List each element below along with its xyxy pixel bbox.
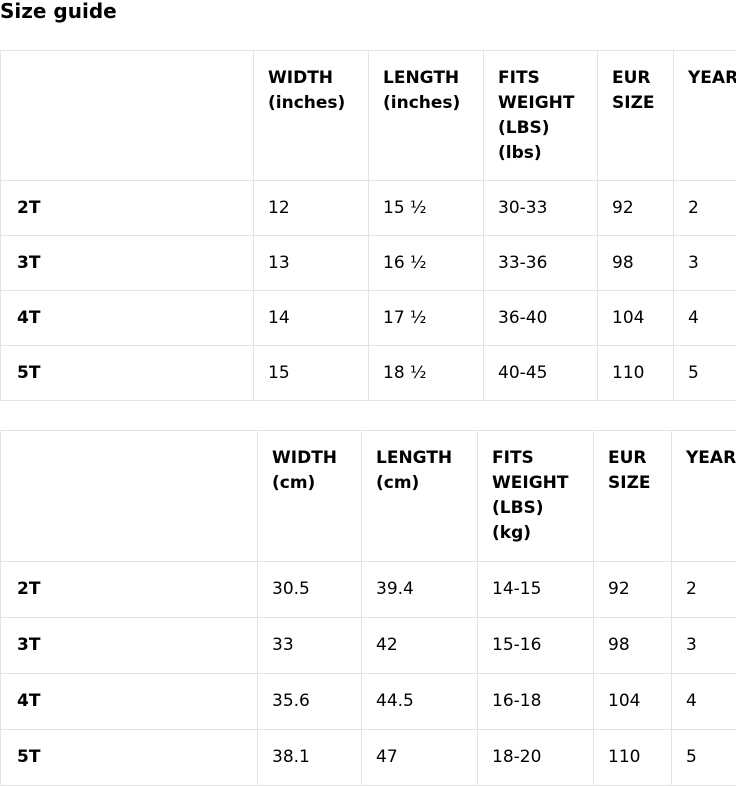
- table-cell: 5: [671, 729, 736, 786]
- table-cell: 4: [671, 673, 736, 730]
- table-cell: 17 ½: [368, 290, 484, 346]
- table-cell: 98: [597, 235, 674, 291]
- size-label-cell: 3T: [0, 235, 254, 291]
- column-header: LENGTH (cm): [361, 430, 478, 562]
- table-cell: 30-33: [483, 180, 598, 236]
- table-row: 5T 15 18 ½ 40-45 110 5: [0, 345, 736, 401]
- table-cell: 92: [593, 561, 672, 618]
- table-cell: 5: [673, 345, 736, 401]
- size-table-inches: WIDTH (inches) LENGTH (inches) FITS WEIGHT…: [0, 50, 736, 401]
- size-label-cell: 5T: [0, 345, 254, 401]
- table-cell: 33: [257, 617, 362, 674]
- table-cell: 18 ½: [368, 345, 484, 401]
- column-header: YEAR: [673, 50, 736, 181]
- table-cell: 14-15: [477, 561, 594, 618]
- size-table-cm: WIDTH (cm) LENGTH (cm) FITS WEIGHT (LBS) (…: [0, 430, 736, 786]
- column-header: EUR SIZE: [593, 430, 672, 562]
- size-label-cell: 5T: [0, 729, 258, 786]
- table-cell: 2: [673, 180, 736, 236]
- table-cell: 3: [673, 235, 736, 291]
- size-label-cell: 4T: [0, 673, 258, 730]
- table-cell: 16 ½: [368, 235, 484, 291]
- table-cell: 35.6: [257, 673, 362, 730]
- table-cell: 4: [673, 290, 736, 346]
- size-label-cell: 4T: [0, 290, 254, 346]
- column-header: FITS WEIGHT (LBS) (lbs): [483, 50, 598, 181]
- column-header: YEAR: [671, 430, 736, 562]
- table-cell: 36-40: [483, 290, 598, 346]
- table-cell: 14: [253, 290, 369, 346]
- table-row: 4T 35.6 44.5 16-18 104 4: [0, 673, 736, 730]
- column-header: [0, 50, 254, 181]
- column-header: WIDTH (cm): [257, 430, 362, 562]
- table-cell: 18-20: [477, 729, 594, 786]
- table-cell: 104: [593, 673, 672, 730]
- table-cell: 15 ½: [368, 180, 484, 236]
- table-row: 3T 33 42 15-16 98 3: [0, 617, 736, 674]
- table-cell: 47: [361, 729, 478, 786]
- table-row: 3T 13 16 ½ 33-36 98 3: [0, 235, 736, 291]
- table-cell: 16-18: [477, 673, 594, 730]
- table-cell: 104: [597, 290, 674, 346]
- table-cell: 44.5: [361, 673, 478, 730]
- table-row: 4T 14 17 ½ 36-40 104 4: [0, 290, 736, 346]
- table-cell: 98: [593, 617, 672, 674]
- size-label-cell: 3T: [0, 617, 258, 674]
- table-cell: 3: [671, 617, 736, 674]
- table-cell: 40-45: [483, 345, 598, 401]
- table-cell: 30.5: [257, 561, 362, 618]
- table-cell: 38.1: [257, 729, 362, 786]
- table-row: 2T 12 15 ½ 30-33 92 2: [0, 180, 736, 236]
- table-cell: 110: [597, 345, 674, 401]
- table-header-row: WIDTH (inches) LENGTH (inches) FITS WEIGHT…: [0, 50, 736, 181]
- table-row: 5T 38.1 47 18-20 110 5: [0, 729, 736, 786]
- table-cell: 92: [597, 180, 674, 236]
- size-label-cell: 2T: [0, 561, 258, 618]
- table-cell: 2: [671, 561, 736, 618]
- table-cell: 15: [253, 345, 369, 401]
- table-cell: 12: [253, 180, 369, 236]
- page-title: Size guide: [0, 0, 117, 23]
- table-cell: 13: [253, 235, 369, 291]
- table-row: 2T 30.5 39.4 14-15 92 2: [0, 561, 736, 618]
- table-header-row: WIDTH (cm) LENGTH (cm) FITS WEIGHT (LBS) (…: [0, 430, 736, 562]
- table-cell: 42: [361, 617, 478, 674]
- table-cell: 39.4: [361, 561, 478, 618]
- column-header: FITS WEIGHT (LBS) (kg): [477, 430, 594, 562]
- column-header: EUR SIZE: [597, 50, 674, 181]
- size-label-cell: 2T: [0, 180, 254, 236]
- table-cell: 33-36: [483, 235, 598, 291]
- column-header: WIDTH (inches): [253, 50, 369, 181]
- column-header: LENGTH (inches): [368, 50, 484, 181]
- column-header: [0, 430, 258, 562]
- table-cell: 15-16: [477, 617, 594, 674]
- table-cell: 110: [593, 729, 672, 786]
